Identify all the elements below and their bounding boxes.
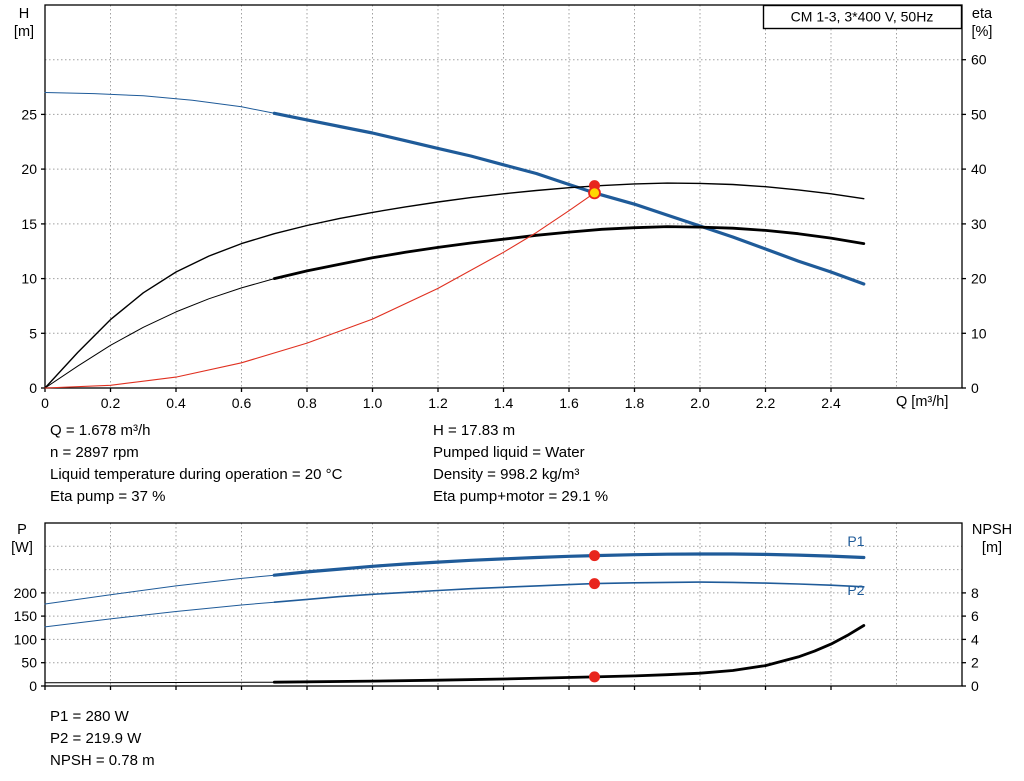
x-tick-label: 1.4 — [494, 395, 514, 411]
info-pumped-liquid: Pumped liquid = Water — [433, 444, 585, 461]
curve-system-curve — [44, 192, 596, 389]
curve-npsh — [272, 624, 866, 684]
eta-axis-unit: [%] — [972, 24, 993, 40]
curve-p1 — [272, 552, 866, 577]
info-speed: n = 2897 rpm — [50, 444, 139, 461]
right-tick-label: 20 — [971, 271, 987, 287]
eta-axis-title: eta — [972, 6, 993, 22]
right-tick-label: 40 — [971, 161, 987, 177]
info-flow: Q = 1.678 m³/h — [50, 422, 151, 439]
head-axis-unit: [m] — [14, 24, 34, 40]
legend-box: CM 1-3, 3*400 V, 50Hz — [762, 4, 963, 30]
info-p1: P1 = 280 W — [50, 708, 129, 725]
x-tick-label: 2.2 — [756, 395, 776, 411]
qh-eta-chart: 0 5 10 15 20 25 0 10 20 30 40 50 60 0 0.2 0.4 0.6 0.8 1.0 1… — [21, 4, 987, 411]
info-eta-pump: Eta pump = 37 % — [50, 488, 166, 505]
legend-label: CM 1-3, 3*400 V, 50Hz — [791, 9, 934, 25]
x-tick-label: 1.2 — [428, 395, 448, 411]
flow-axis-title: Q [m³/h] — [896, 394, 948, 410]
left-tick-label: 0 — [29, 678, 37, 694]
right-tick-label: 60 — [971, 52, 987, 68]
curve-label-p2: P2 — [847, 582, 864, 598]
left-tick-label: 200 — [14, 585, 38, 601]
head-axis-title: H — [19, 6, 29, 22]
right-tick-label: 2 — [971, 655, 979, 671]
npsh-axis-title: NPSH — [972, 522, 1012, 538]
info-liquid-temp: Liquid temperature during operation = 20… — [50, 466, 343, 483]
curve-eta-pump-motor-thin — [44, 278, 275, 389]
right-tick-label: 50 — [971, 106, 987, 122]
x-tick-label: 0.6 — [232, 395, 252, 411]
curve-p2-thin — [44, 601, 275, 628]
info-p2: P2 = 219.9 W — [50, 730, 142, 747]
info-eta-pump-motor: Eta pump+motor = 29.1 % — [433, 488, 609, 505]
curve-label-p1: P1 — [847, 533, 864, 549]
curve-p1-thin — [44, 574, 275, 605]
right-tick-label: 30 — [971, 216, 987, 232]
right-tick-label: 0 — [971, 678, 979, 694]
duty-info-left: Q = 1.678 m³/h n = 2897 rpm Liquid tempe… — [50, 420, 342, 508]
curve-head — [272, 111, 866, 286]
info-npsh: NPSH = 0.78 m — [50, 752, 155, 769]
curve-eta-pump — [44, 182, 865, 389]
info-density: Density = 998.2 kg/m³ — [433, 466, 580, 483]
x-tick-label: 1.6 — [559, 395, 579, 411]
curve-head-thin — [44, 92, 275, 114]
x-tick-label: 0.4 — [166, 395, 186, 411]
duty-info-right: H = 17.83 m Pumped liquid = Water Densit… — [433, 420, 608, 508]
power-axis-unit: [W] — [11, 540, 33, 556]
left-tick-label: 10 — [21, 271, 37, 287]
left-tick-label: 100 — [14, 631, 38, 647]
curve-p2 — [273, 581, 865, 604]
x-tick-label: 2.4 — [821, 395, 841, 411]
power-npsh-chart: 0 50 100 150 200 0 2 4 6 8 P1 P2 — [14, 522, 979, 694]
x-tick-label: 1.0 — [363, 395, 383, 411]
operating-point-marker — [589, 578, 600, 590]
legend-border — [762, 4, 963, 30]
left-tick-label: 150 — [14, 608, 38, 624]
right-tick-label: 8 — [971, 585, 979, 601]
curve-npsh-thin — [44, 681, 275, 684]
right-tick-label: 6 — [971, 608, 979, 624]
left-tick-label: 0 — [29, 380, 37, 396]
npsh-axis-unit: [m] — [982, 540, 1002, 556]
x-tick-label: 2.0 — [690, 395, 710, 411]
operating-point-marker — [589, 550, 600, 562]
right-tick-label: 10 — [971, 325, 987, 341]
power-npsh-info: P1 = 280 W P2 = 219.9 W NPSH = 0.78 m — [50, 706, 155, 772]
left-tick-label: 15 — [21, 216, 37, 232]
duty-point-marker — [588, 186, 601, 200]
left-tick-label: 20 — [21, 161, 37, 177]
x-tick-label: 0.8 — [297, 395, 317, 411]
x-tick-label: 0.2 — [101, 395, 121, 411]
operating-point-marker — [589, 671, 600, 683]
power-axis-title: P — [17, 522, 27, 538]
left-tick-label: 25 — [21, 106, 37, 122]
x-tick-label: 1.8 — [625, 395, 645, 411]
left-tick-label: 5 — [29, 325, 37, 341]
right-tick-label: 4 — [971, 631, 979, 647]
curve-eta-pump-motor — [272, 225, 866, 281]
left-tick-label: 50 — [21, 655, 37, 671]
info-head: H = 17.83 m — [433, 422, 516, 439]
x-tick-label: 0 — [41, 395, 49, 411]
right-tick-label: 0 — [971, 380, 979, 396]
